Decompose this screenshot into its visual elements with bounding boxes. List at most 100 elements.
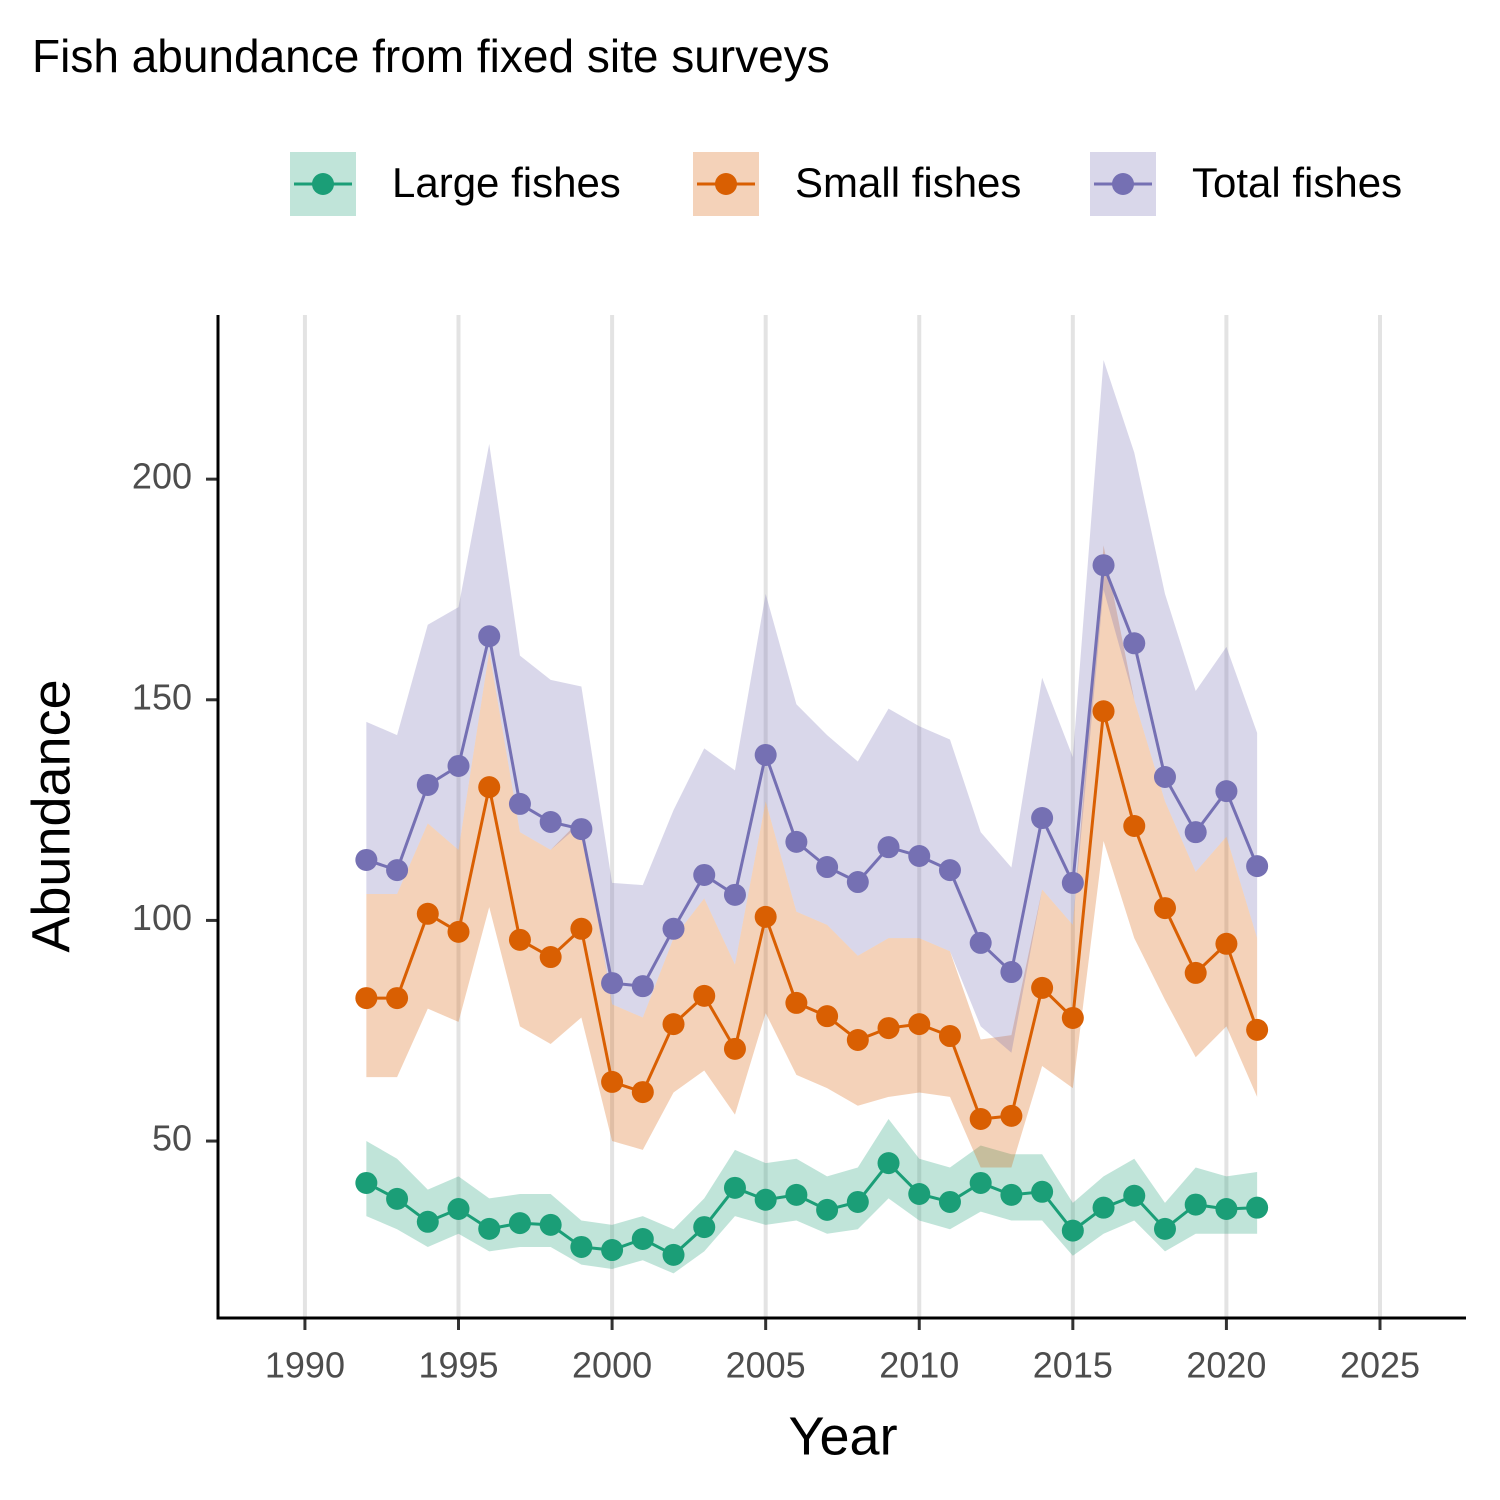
x-tick-label: 2005	[726, 1345, 806, 1386]
x-tick-label: 2020	[1186, 1345, 1266, 1386]
data-point	[1215, 780, 1238, 803]
data-point	[478, 776, 501, 799]
data-point	[877, 1017, 900, 1040]
data-point	[816, 1005, 839, 1028]
confidence-band	[366, 545, 1258, 1168]
data-point	[785, 991, 808, 1014]
data-point	[877, 1152, 900, 1175]
data-point	[1031, 807, 1054, 830]
data-point	[478, 1217, 501, 1240]
legend-point	[1112, 173, 1134, 195]
data-point	[1000, 961, 1023, 984]
data-point	[938, 859, 961, 882]
data-point	[846, 1190, 869, 1213]
data-point	[1092, 1196, 1115, 1219]
legend-label: Large fishes	[392, 159, 621, 206]
data-point	[693, 863, 716, 886]
x-tick-label: 2000	[572, 1345, 652, 1386]
data-point	[969, 1171, 992, 1194]
data-point	[662, 917, 685, 940]
data-point	[1092, 700, 1115, 723]
data-point	[1123, 814, 1146, 837]
data-point	[754, 743, 777, 766]
data-point	[662, 1243, 685, 1266]
data-point	[1031, 976, 1054, 999]
data-point	[447, 754, 470, 777]
data-point	[508, 1212, 531, 1235]
data-point	[570, 1235, 593, 1258]
data-point	[631, 975, 654, 998]
legend-point	[715, 173, 737, 195]
data-point	[1246, 1196, 1269, 1219]
y-axis-label: Abundance	[21, 679, 81, 952]
data-point	[1246, 1018, 1269, 1041]
data-point	[662, 1013, 685, 1036]
data-point	[601, 1239, 624, 1262]
data-point	[1184, 1193, 1207, 1216]
y-tick-label: 150	[132, 676, 192, 717]
data-point	[447, 1198, 470, 1221]
data-point	[570, 917, 593, 940]
data-point	[1092, 554, 1115, 577]
series-line	[366, 710, 1259, 1121]
data-point	[1061, 1006, 1084, 1029]
y-tick-label: 50	[152, 1118, 192, 1159]
data-point	[416, 1210, 439, 1233]
series-line	[365, 564, 1259, 988]
legend-label: Total fishes	[1192, 159, 1402, 206]
x-axis-label: Year	[788, 1406, 897, 1466]
data-point	[508, 928, 531, 951]
data-point	[416, 902, 439, 925]
data-point	[1153, 766, 1176, 789]
confidence-band	[366, 1118, 1258, 1274]
data-point	[601, 972, 624, 995]
data-point	[478, 625, 501, 648]
data-point	[969, 931, 992, 954]
data-point	[416, 773, 439, 796]
data-point	[723, 883, 746, 906]
data-point	[386, 1187, 409, 1210]
data-point	[1215, 932, 1238, 955]
x-tick-label: 1995	[418, 1345, 498, 1386]
data-point	[1153, 1217, 1176, 1240]
data-point	[447, 920, 470, 943]
data-point	[877, 836, 900, 859]
data-point	[785, 830, 808, 853]
data-point	[631, 1228, 654, 1251]
data-point	[631, 1081, 654, 1104]
legend-item: Total fishes	[1090, 152, 1402, 216]
data-point	[539, 811, 562, 834]
legend-item: Small fishes	[693, 152, 1021, 216]
data-point	[355, 987, 378, 1010]
y-tick-label: 100	[132, 897, 192, 938]
x-tick-label: 2025	[1340, 1345, 1420, 1386]
data-point	[1123, 632, 1146, 655]
data-point	[969, 1107, 992, 1130]
x-tick-label: 2015	[1033, 1345, 1113, 1386]
data-point	[908, 1013, 931, 1036]
data-point	[816, 856, 839, 879]
data-point	[355, 1171, 378, 1194]
data-point	[601, 1070, 624, 1093]
data-point	[539, 1213, 562, 1236]
data-point	[1153, 897, 1176, 920]
data-point	[1000, 1104, 1023, 1127]
x-tick-label: 1990	[265, 1345, 345, 1386]
data-point	[539, 946, 562, 969]
data-point	[816, 1198, 839, 1221]
data-point	[508, 792, 531, 815]
data-point	[1215, 1198, 1238, 1221]
legend-point	[312, 173, 334, 195]
data-point	[355, 848, 378, 871]
data-point	[386, 987, 409, 1010]
data-point	[1061, 1219, 1084, 1242]
confidence-band	[366, 360, 1258, 1053]
data-point	[1184, 961, 1207, 984]
data-point	[1000, 1183, 1023, 1206]
data-point	[846, 1029, 869, 1052]
data-point	[693, 1216, 716, 1239]
legend-item: Large fishes	[290, 152, 621, 216]
data-point	[723, 1176, 746, 1199]
data-point	[908, 844, 931, 867]
